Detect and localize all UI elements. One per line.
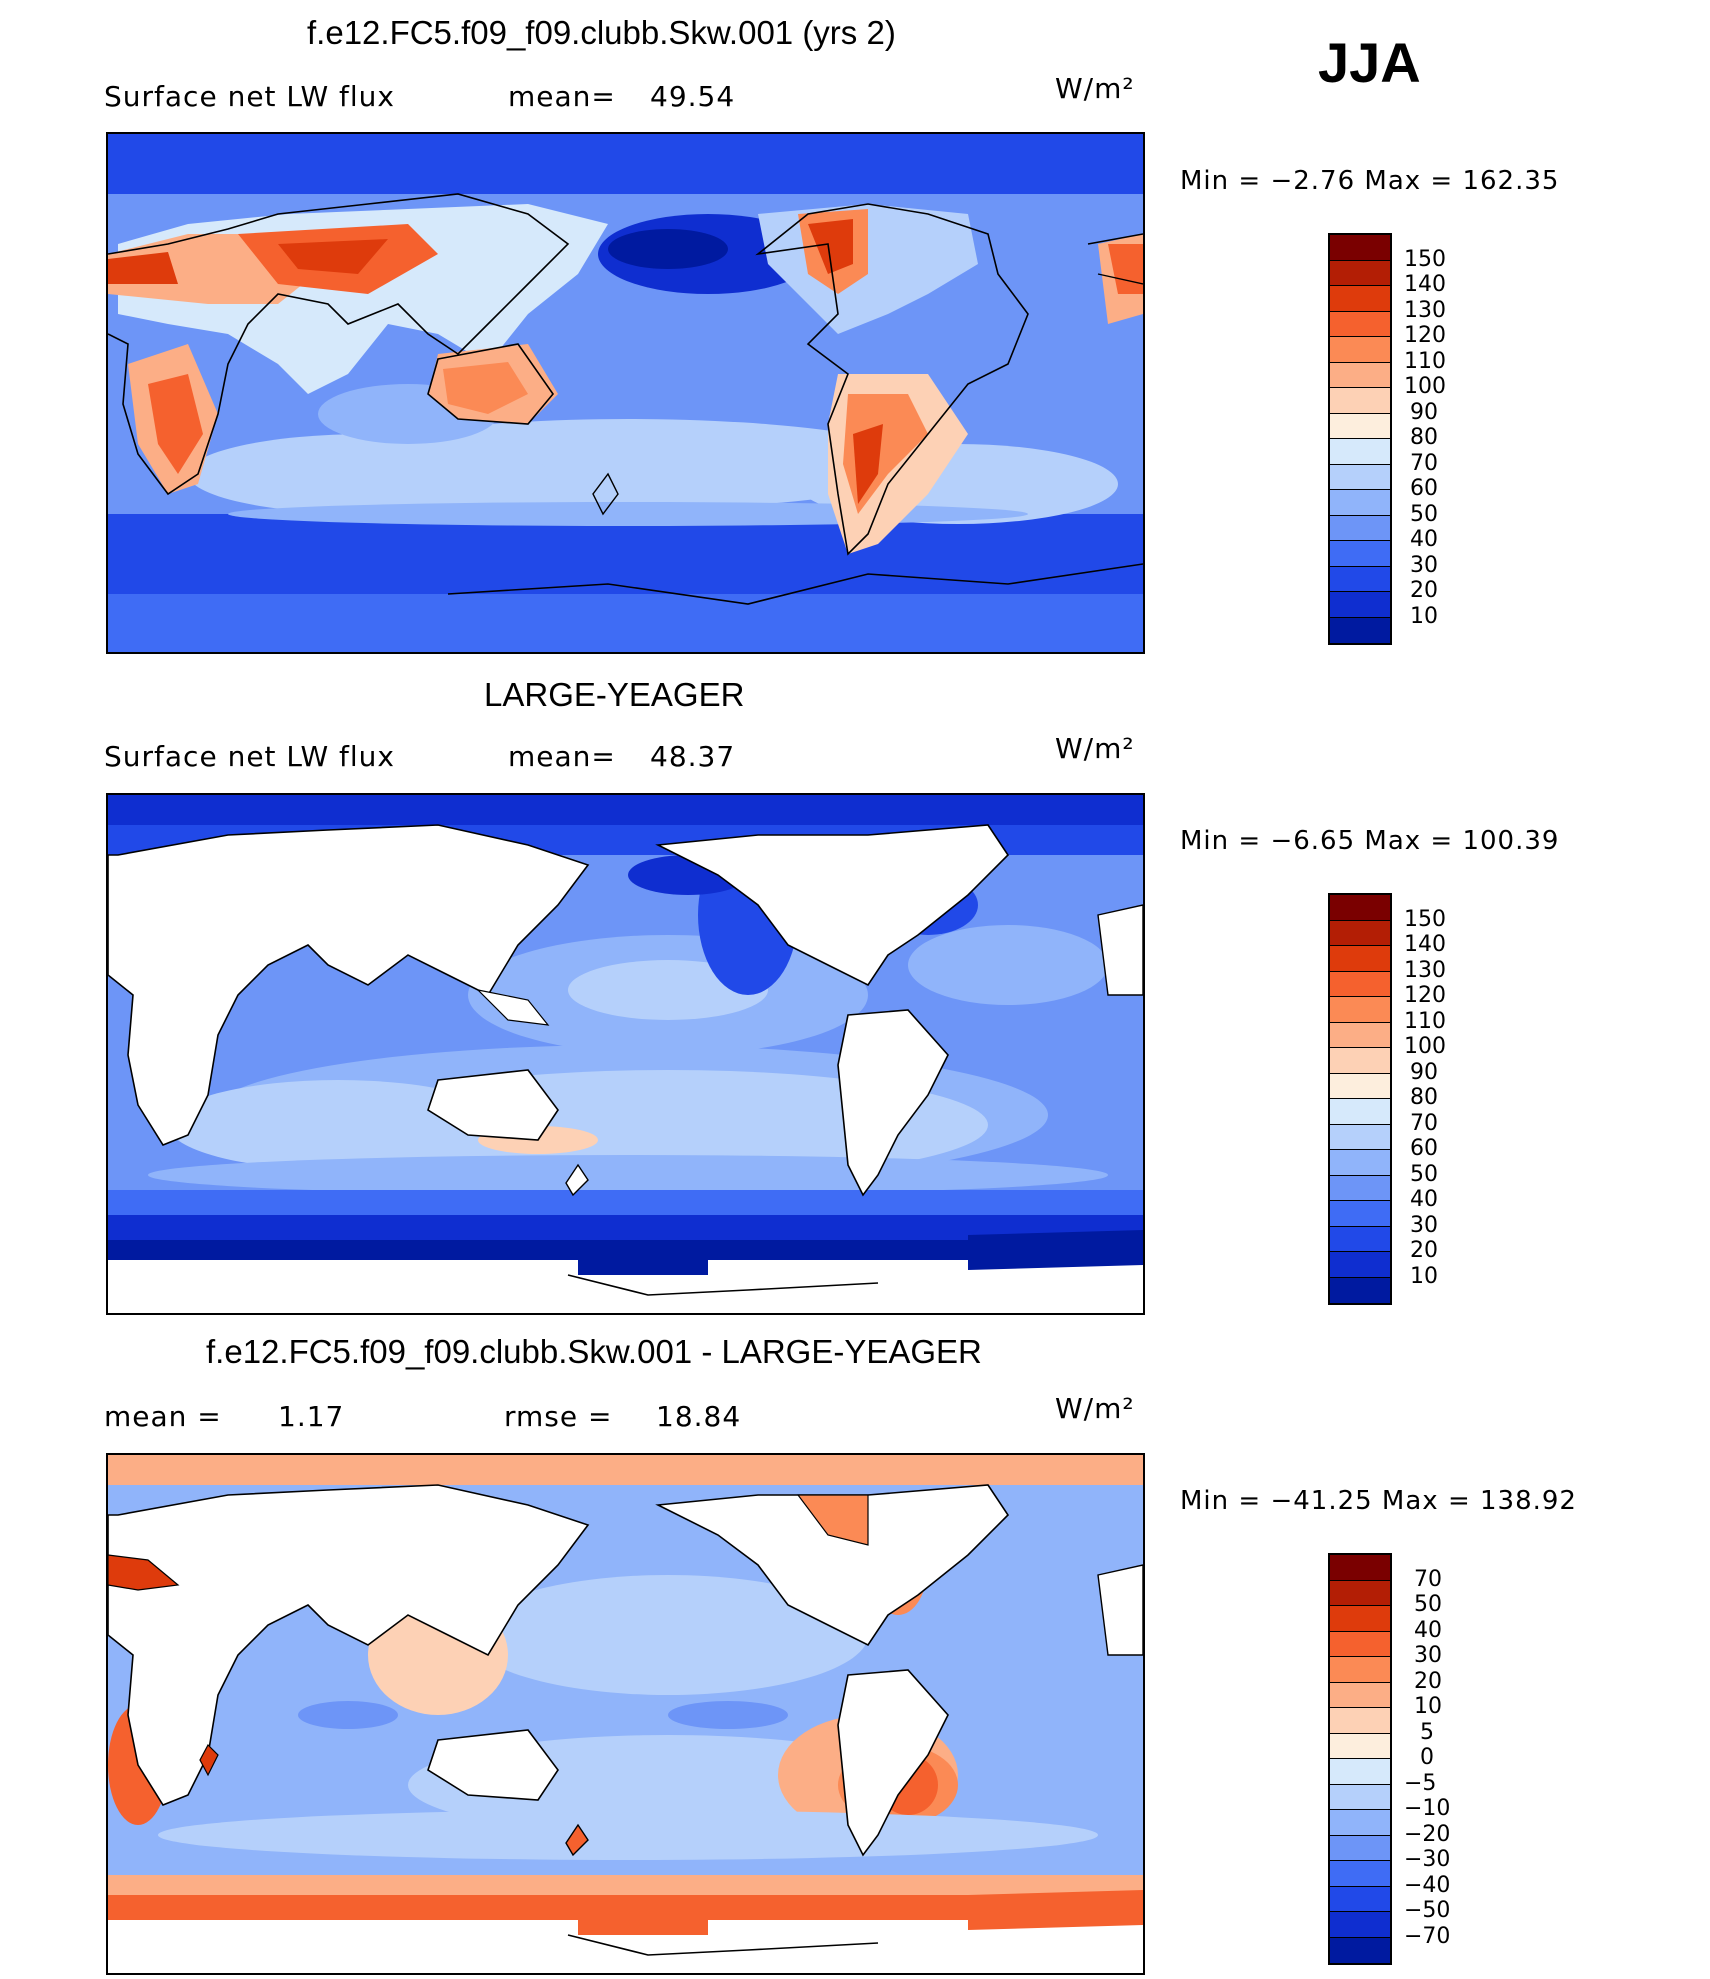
panel1-cbar-label: 60: [1410, 476, 1438, 501]
panel2-cbar-label: 120: [1404, 983, 1446, 1008]
panel2-cbar-label: 60: [1410, 1136, 1438, 1161]
panel1-cbar-label: 70: [1410, 451, 1438, 476]
panel3-rmse-value: 18.84: [656, 1400, 742, 1433]
panel1-colorbar: [1328, 233, 1392, 645]
panel2-mean-label: mean=: [508, 740, 616, 773]
panel1-cbar-label: 130: [1404, 298, 1446, 323]
panel2-units: W/m²: [1055, 732, 1135, 765]
panel3-cbar-label: 30: [1414, 1643, 1442, 1668]
panel1-cbar-label: 90: [1410, 400, 1438, 425]
panel1-map: [106, 132, 1145, 654]
panel3-cbar-label: −70: [1404, 1924, 1451, 1949]
panel2-variable: Surface net LW flux: [104, 740, 395, 773]
panel3-map: [106, 1453, 1145, 1975]
panel1-cbar-label: 40: [1410, 527, 1438, 552]
panel2-cbar-label: 10: [1410, 1264, 1438, 1289]
panel3-cbar-label: −30: [1404, 1847, 1451, 1872]
panel3-cbar-label: −50: [1404, 1898, 1451, 1923]
panel2-map-svg: [108, 795, 1143, 1313]
panel3-colorbar: [1328, 1553, 1392, 1965]
panel3-mean-value: 1.17: [278, 1400, 345, 1433]
panel2-cbar-label: 50: [1410, 1162, 1438, 1187]
panel1-cbar-label: 50: [1410, 502, 1438, 527]
panel1-cbar-label: 110: [1404, 349, 1446, 374]
panel2-title: LARGE-YEAGER: [484, 676, 745, 713]
panel2-cbar-label: 140: [1404, 932, 1446, 957]
panel2-cbar-label: 40: [1410, 1187, 1438, 1212]
panel1-title: f.e12.FC5.f09_f09.clubb.Skw.001 (yrs 2): [307, 14, 896, 51]
panel3-title: f.e12.FC5.f09_f09.clubb.Skw.001 - LARGE-…: [206, 1333, 982, 1370]
panel1-mean-value: 49.54: [650, 80, 736, 113]
panel3-cbar-label: 10: [1414, 1694, 1442, 1719]
panel3-min-max: Min = −41.25 Max = 138.92: [1180, 1486, 1577, 1516]
panel1-map-svg: [108, 134, 1143, 652]
panel3-cbar-label: 70: [1414, 1567, 1442, 1592]
panel3-cbar-label: 0: [1420, 1745, 1434, 1770]
panel3-cbar-label: 40: [1414, 1618, 1442, 1643]
panel1-cbar-label: 80: [1410, 425, 1438, 450]
panel2-cbar-label: 110: [1404, 1009, 1446, 1034]
panel2-cbar-label: 80: [1410, 1085, 1438, 1110]
panel3-cbar-label: 50: [1414, 1592, 1442, 1617]
panel2-cbar-label: 150: [1404, 907, 1446, 932]
panel2-colorbar: [1328, 893, 1392, 1305]
panel2-map: [106, 793, 1145, 1315]
panel3-cbar-label: 20: [1414, 1669, 1442, 1694]
panel3-units: W/m²: [1055, 1392, 1135, 1425]
panel1-cbar-label: 10: [1410, 604, 1438, 629]
panel1-cbar-label: 20: [1410, 578, 1438, 603]
panel1-min-max: Min = −2.76 Max = 162.35: [1180, 166, 1560, 196]
panel2-cbar-label: 70: [1410, 1111, 1438, 1136]
panel2-cbar-label: 130: [1404, 958, 1446, 983]
panel1-cbar-label: 140: [1404, 272, 1446, 297]
panel3-cbar-label: −20: [1404, 1822, 1451, 1847]
panel3-cbar-label: −5: [1404, 1771, 1437, 1796]
panel3-rmse-label: rmse =: [504, 1400, 613, 1433]
panel3-cbar-label: −10: [1404, 1796, 1451, 1821]
panel1-cbar-label: 100: [1404, 374, 1446, 399]
panel2-cbar-label: 100: [1404, 1034, 1446, 1059]
panel2-cbar-label: 90: [1410, 1060, 1438, 1085]
panel1-cbar-label: 150: [1404, 247, 1446, 272]
panel3-map-svg: [108, 1455, 1143, 1973]
panel3-cbar-label: −40: [1404, 1873, 1451, 1898]
panel2-mean-value: 48.37: [650, 740, 736, 773]
panel3-mean-label: mean =: [104, 1400, 222, 1433]
panel3-cbar-label: 5: [1420, 1720, 1434, 1745]
season-label: JJA: [1318, 31, 1421, 94]
panel2-cbar-label: 20: [1410, 1238, 1438, 1263]
panel2-cbar-label: 30: [1410, 1213, 1438, 1238]
panel1-cbar-label: 120: [1404, 323, 1446, 348]
panel1-cbar-label: 30: [1410, 553, 1438, 578]
panel1-mean-label: mean=: [508, 80, 616, 113]
panel1-variable: Surface net LW flux: [104, 80, 395, 113]
panel2-min-max: Min = −6.65 Max = 100.39: [1180, 826, 1560, 856]
panel1-units: W/m²: [1055, 72, 1135, 105]
